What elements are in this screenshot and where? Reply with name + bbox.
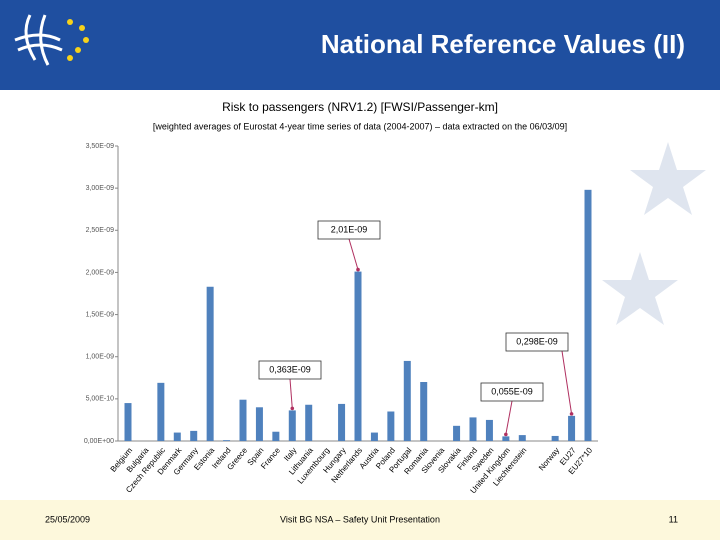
callout-arrow — [561, 350, 573, 414]
bar — [173, 432, 181, 441]
callout-arrowhead — [504, 432, 508, 437]
logo-stroke — [39, 14, 50, 66]
logo-star — [83, 37, 89, 43]
data-label: 0,363E-09 — [269, 364, 311, 374]
bar — [403, 360, 411, 441]
bar — [387, 411, 395, 441]
logo-star — [79, 25, 85, 31]
bar — [124, 403, 132, 441]
bar — [338, 403, 346, 441]
header-band — [0, 0, 720, 90]
data-label: 0,055E-09 — [491, 386, 533, 396]
data-label: 2,01E-09 — [331, 224, 368, 234]
logo-stroke — [14, 33, 61, 42]
callout-arrow — [289, 378, 293, 409]
decor-star — [602, 252, 678, 325]
bar — [453, 425, 461, 441]
page-number: 11 — [669, 514, 678, 524]
bar — [288, 410, 296, 441]
decor-star — [630, 142, 706, 215]
bar — [190, 430, 198, 441]
y-tick-label: 3,00E-09 — [86, 185, 115, 192]
data-label: 0,298E-09 — [516, 336, 558, 346]
bar — [420, 382, 428, 441]
bar — [305, 404, 313, 441]
y-tick-label: 2,50E-09 — [86, 227, 115, 234]
y-tick-label: 1,50E-09 — [86, 311, 115, 318]
logo-stars — [67, 19, 89, 61]
bar — [518, 435, 526, 441]
bar — [469, 417, 477, 441]
logo — [14, 14, 63, 66]
bar — [255, 407, 263, 441]
callout-box — [258, 360, 322, 380]
footer-text: Visit BG NSA – Safety Unit Presentation — [280, 514, 440, 524]
logo-star — [75, 47, 81, 53]
chart-title: Risk to passengers (NRV1.2) [FWSI/Passen… — [222, 100, 498, 114]
bar — [551, 435, 559, 441]
footer-date: 25/05/2009 — [45, 514, 90, 524]
callout-arrowhead — [290, 406, 295, 411]
callout-arrowhead — [569, 412, 574, 416]
y-tick-label: 0,00E+00 — [84, 438, 114, 445]
bar — [239, 399, 247, 441]
y-tick-label: 1,00E-09 — [86, 354, 115, 361]
callout-box — [505, 332, 569, 352]
bar — [370, 432, 378, 441]
callout-arrowhead — [356, 267, 360, 272]
callout-box — [480, 382, 544, 402]
y-tick-label: 2,00E-09 — [86, 269, 115, 276]
slide-title: National Reference Values (II) — [321, 29, 685, 59]
bar — [568, 415, 576, 441]
chart-subtitle: [weighted averages of Eurostat 4-year ti… — [153, 121, 567, 131]
y-tick-label: 5,00E-10 — [86, 396, 115, 403]
logo-star — [67, 55, 73, 61]
callout-arrow — [348, 238, 359, 270]
logo-star — [67, 19, 73, 25]
decor-stars — [602, 142, 706, 325]
callout-box — [317, 220, 381, 240]
y-tick-label: 3,50E-09 — [86, 143, 115, 150]
callout-arrow — [505, 400, 513, 435]
bar — [354, 271, 362, 441]
bar — [206, 286, 214, 441]
footer-band — [0, 500, 720, 540]
bar — [502, 436, 510, 441]
bar — [157, 382, 165, 441]
bar — [272, 431, 280, 441]
bar — [485, 419, 493, 441]
bar — [223, 440, 231, 441]
bar — [584, 189, 592, 441]
